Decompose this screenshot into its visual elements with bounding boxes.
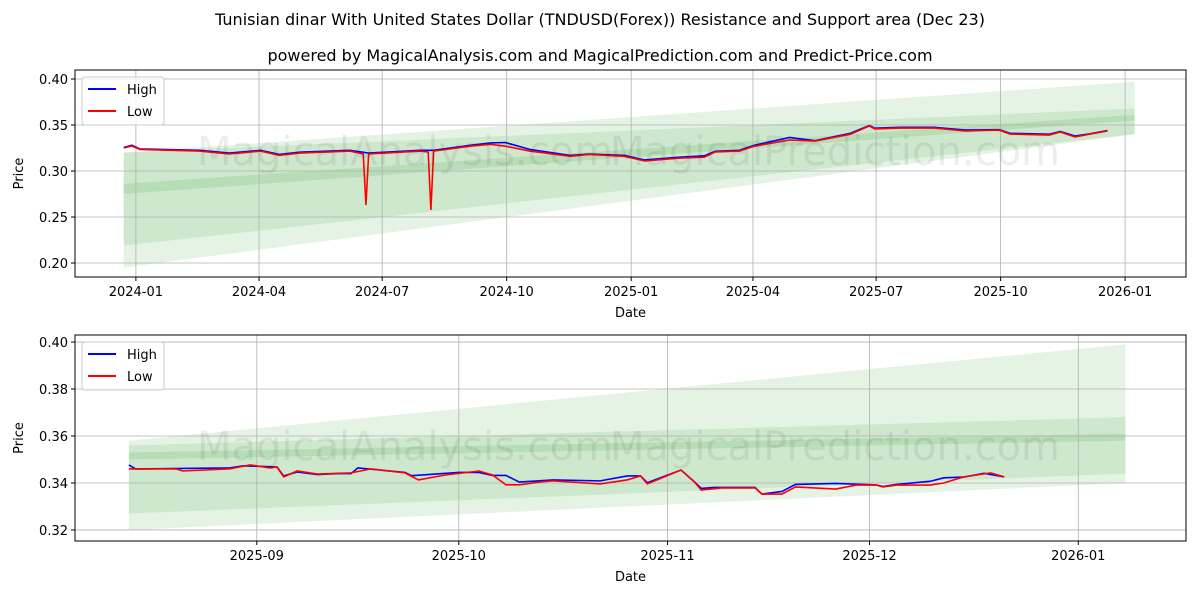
y-axis-label: Price bbox=[12, 422, 27, 454]
x-tick-label: 2025-07 bbox=[849, 285, 903, 300]
band-core bbox=[128, 433, 1126, 460]
legend: High Low bbox=[81, 341, 165, 391]
y-tick-label: 0.38 bbox=[39, 383, 68, 398]
x-tick-label: 2025-10 bbox=[432, 549, 486, 564]
watermark: MagicalPrediction.com bbox=[610, 129, 1060, 175]
band-outer bbox=[128, 344, 1126, 530]
legend-label: Low bbox=[127, 370, 153, 385]
watermark: MagicalAnalysis.com bbox=[197, 129, 613, 175]
axes-frame bbox=[74, 69, 1187, 278]
chart-subtitle: powered by MagicalAnalysis.com and Magic… bbox=[267, 46, 933, 65]
x-tick-label: 2025-10 bbox=[973, 285, 1027, 300]
x-tick-label: 2025-01 bbox=[604, 285, 658, 300]
y-tick-label: 0.20 bbox=[39, 257, 68, 272]
y-tick-label: 0.40 bbox=[39, 336, 68, 351]
legend-label: High bbox=[127, 83, 157, 98]
watermark: MagicalPrediction.com bbox=[610, 424, 1060, 470]
band-core bbox=[123, 114, 1135, 195]
x-tick-label: 2024-10 bbox=[480, 285, 534, 300]
y-tick-label: 0.40 bbox=[39, 73, 68, 88]
watermark: MagicalAnalysis.com bbox=[197, 424, 613, 470]
x-tick-label: 2025-04 bbox=[726, 285, 780, 300]
x-tick-label: 2025-12 bbox=[842, 549, 896, 564]
chart-2: 2025-09 2025-10 2025-11 2025-12 2026-01 0.32 0… bbox=[12, 334, 1187, 585]
axes-frame bbox=[74, 334, 1187, 542]
x-tick-label: 2024-07 bbox=[355, 285, 409, 300]
band-mid bbox=[128, 417, 1126, 514]
chart-1: 2024-01 2024-04 2024-07 2024-10 2025-01 2025-… bbox=[12, 69, 1187, 321]
y-tick-label: 0.35 bbox=[39, 119, 68, 134]
x-axis-label: Date bbox=[615, 306, 646, 321]
legend: High Low bbox=[81, 76, 165, 126]
x-axis-label: Date bbox=[615, 570, 646, 585]
x-tick-label: 2024-04 bbox=[232, 285, 286, 300]
y-tick-label: 0.36 bbox=[39, 430, 68, 445]
y-tick-label: 0.32 bbox=[39, 524, 68, 539]
y-tick-label: 0.25 bbox=[39, 211, 68, 226]
y-tick-label: 0.30 bbox=[39, 165, 68, 180]
series-low bbox=[128, 464, 1005, 495]
x-tick-label: 2025-09 bbox=[230, 549, 284, 564]
series-low bbox=[123, 125, 1108, 211]
y-tick-label: 0.34 bbox=[39, 477, 68, 492]
x-tick-label: 2025-11 bbox=[640, 549, 694, 564]
y-axis-label: Price bbox=[12, 158, 27, 190]
legend-label: Low bbox=[127, 105, 153, 120]
x-tick-label: 2026-01 bbox=[1098, 285, 1152, 300]
chart-title: Tunisian dinar With United States Dollar… bbox=[215, 10, 985, 29]
x-tick-label: 2026-01 bbox=[1051, 549, 1105, 564]
x-tick-label: 2024-01 bbox=[109, 285, 163, 300]
legend-label: High bbox=[127, 348, 157, 363]
band-mid bbox=[123, 108, 1135, 246]
